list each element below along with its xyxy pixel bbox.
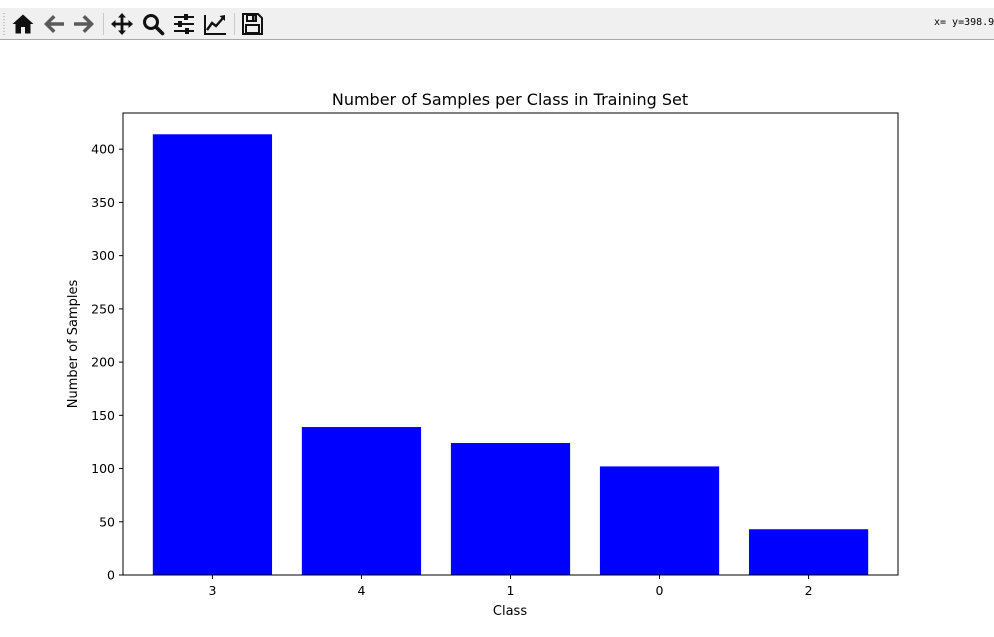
x-tick-label: 3 <box>208 583 216 598</box>
forward-arrow-icon <box>74 15 94 33</box>
home-icon <box>12 14 34 34</box>
toolbar-separator <box>234 13 235 35</box>
y-tick-label: 50 <box>99 514 115 529</box>
x-axis-label: Class <box>493 604 527 619</box>
pan-button[interactable] <box>108 11 136 37</box>
bar <box>450 443 571 575</box>
home-button[interactable] <box>9 11 37 37</box>
forward-button[interactable] <box>70 11 98 37</box>
save-button[interactable] <box>238 11 266 37</box>
y-tick-label: 350 <box>91 195 115 210</box>
subplots-button[interactable] <box>170 11 198 37</box>
axes-frame <box>122 112 899 576</box>
subplots-sliders-icon <box>174 14 194 34</box>
y-tick-label: 100 <box>91 461 115 476</box>
bar <box>152 134 273 575</box>
cursor-coordinates-readout: x= y=398.9 <box>934 17 994 28</box>
back-button[interactable] <box>40 11 68 37</box>
chart-title: Number of Samples per Class in Training … <box>332 90 688 109</box>
save-floppy-icon <box>242 13 263 35</box>
x-tick-label: 2 <box>805 583 813 598</box>
y-tick-label: 200 <box>91 355 115 370</box>
plot-area[interactable]: 3 4 1 0 2 0 50 100 150 200 250 300 350 400 <box>91 112 899 598</box>
edit-curve-icon <box>204 15 226 35</box>
window-top-strip <box>0 0 994 8</box>
toolbar-separator <box>103 13 104 35</box>
edit-axes-button[interactable] <box>201 11 229 37</box>
toolbar-grip-handle[interactable] <box>3 12 5 36</box>
x-tick-label: 4 <box>357 583 365 598</box>
y-tick-label: 0 <box>107 568 115 583</box>
y-tick-label: 300 <box>91 248 115 263</box>
y-tick-label: 400 <box>91 142 115 157</box>
figure-canvas: Number of Samples per Class in Training … <box>66 90 899 619</box>
bar <box>599 466 720 575</box>
bar <box>301 427 422 575</box>
navigation-toolbar: x= y=398.9 <box>0 8 994 40</box>
zoom-button[interactable] <box>139 11 167 37</box>
x-tick-label: 0 <box>656 583 664 598</box>
x-tick-label: 1 <box>507 583 515 598</box>
pan-move-icon <box>111 13 133 35</box>
bar <box>748 529 869 575</box>
y-tick-label: 150 <box>91 408 115 423</box>
y-tick-label: 250 <box>91 301 115 316</box>
y-axis-label: Number of Samples <box>66 280 81 409</box>
back-arrow-icon <box>44 15 64 33</box>
zoom-magnifier-icon <box>143 14 165 36</box>
